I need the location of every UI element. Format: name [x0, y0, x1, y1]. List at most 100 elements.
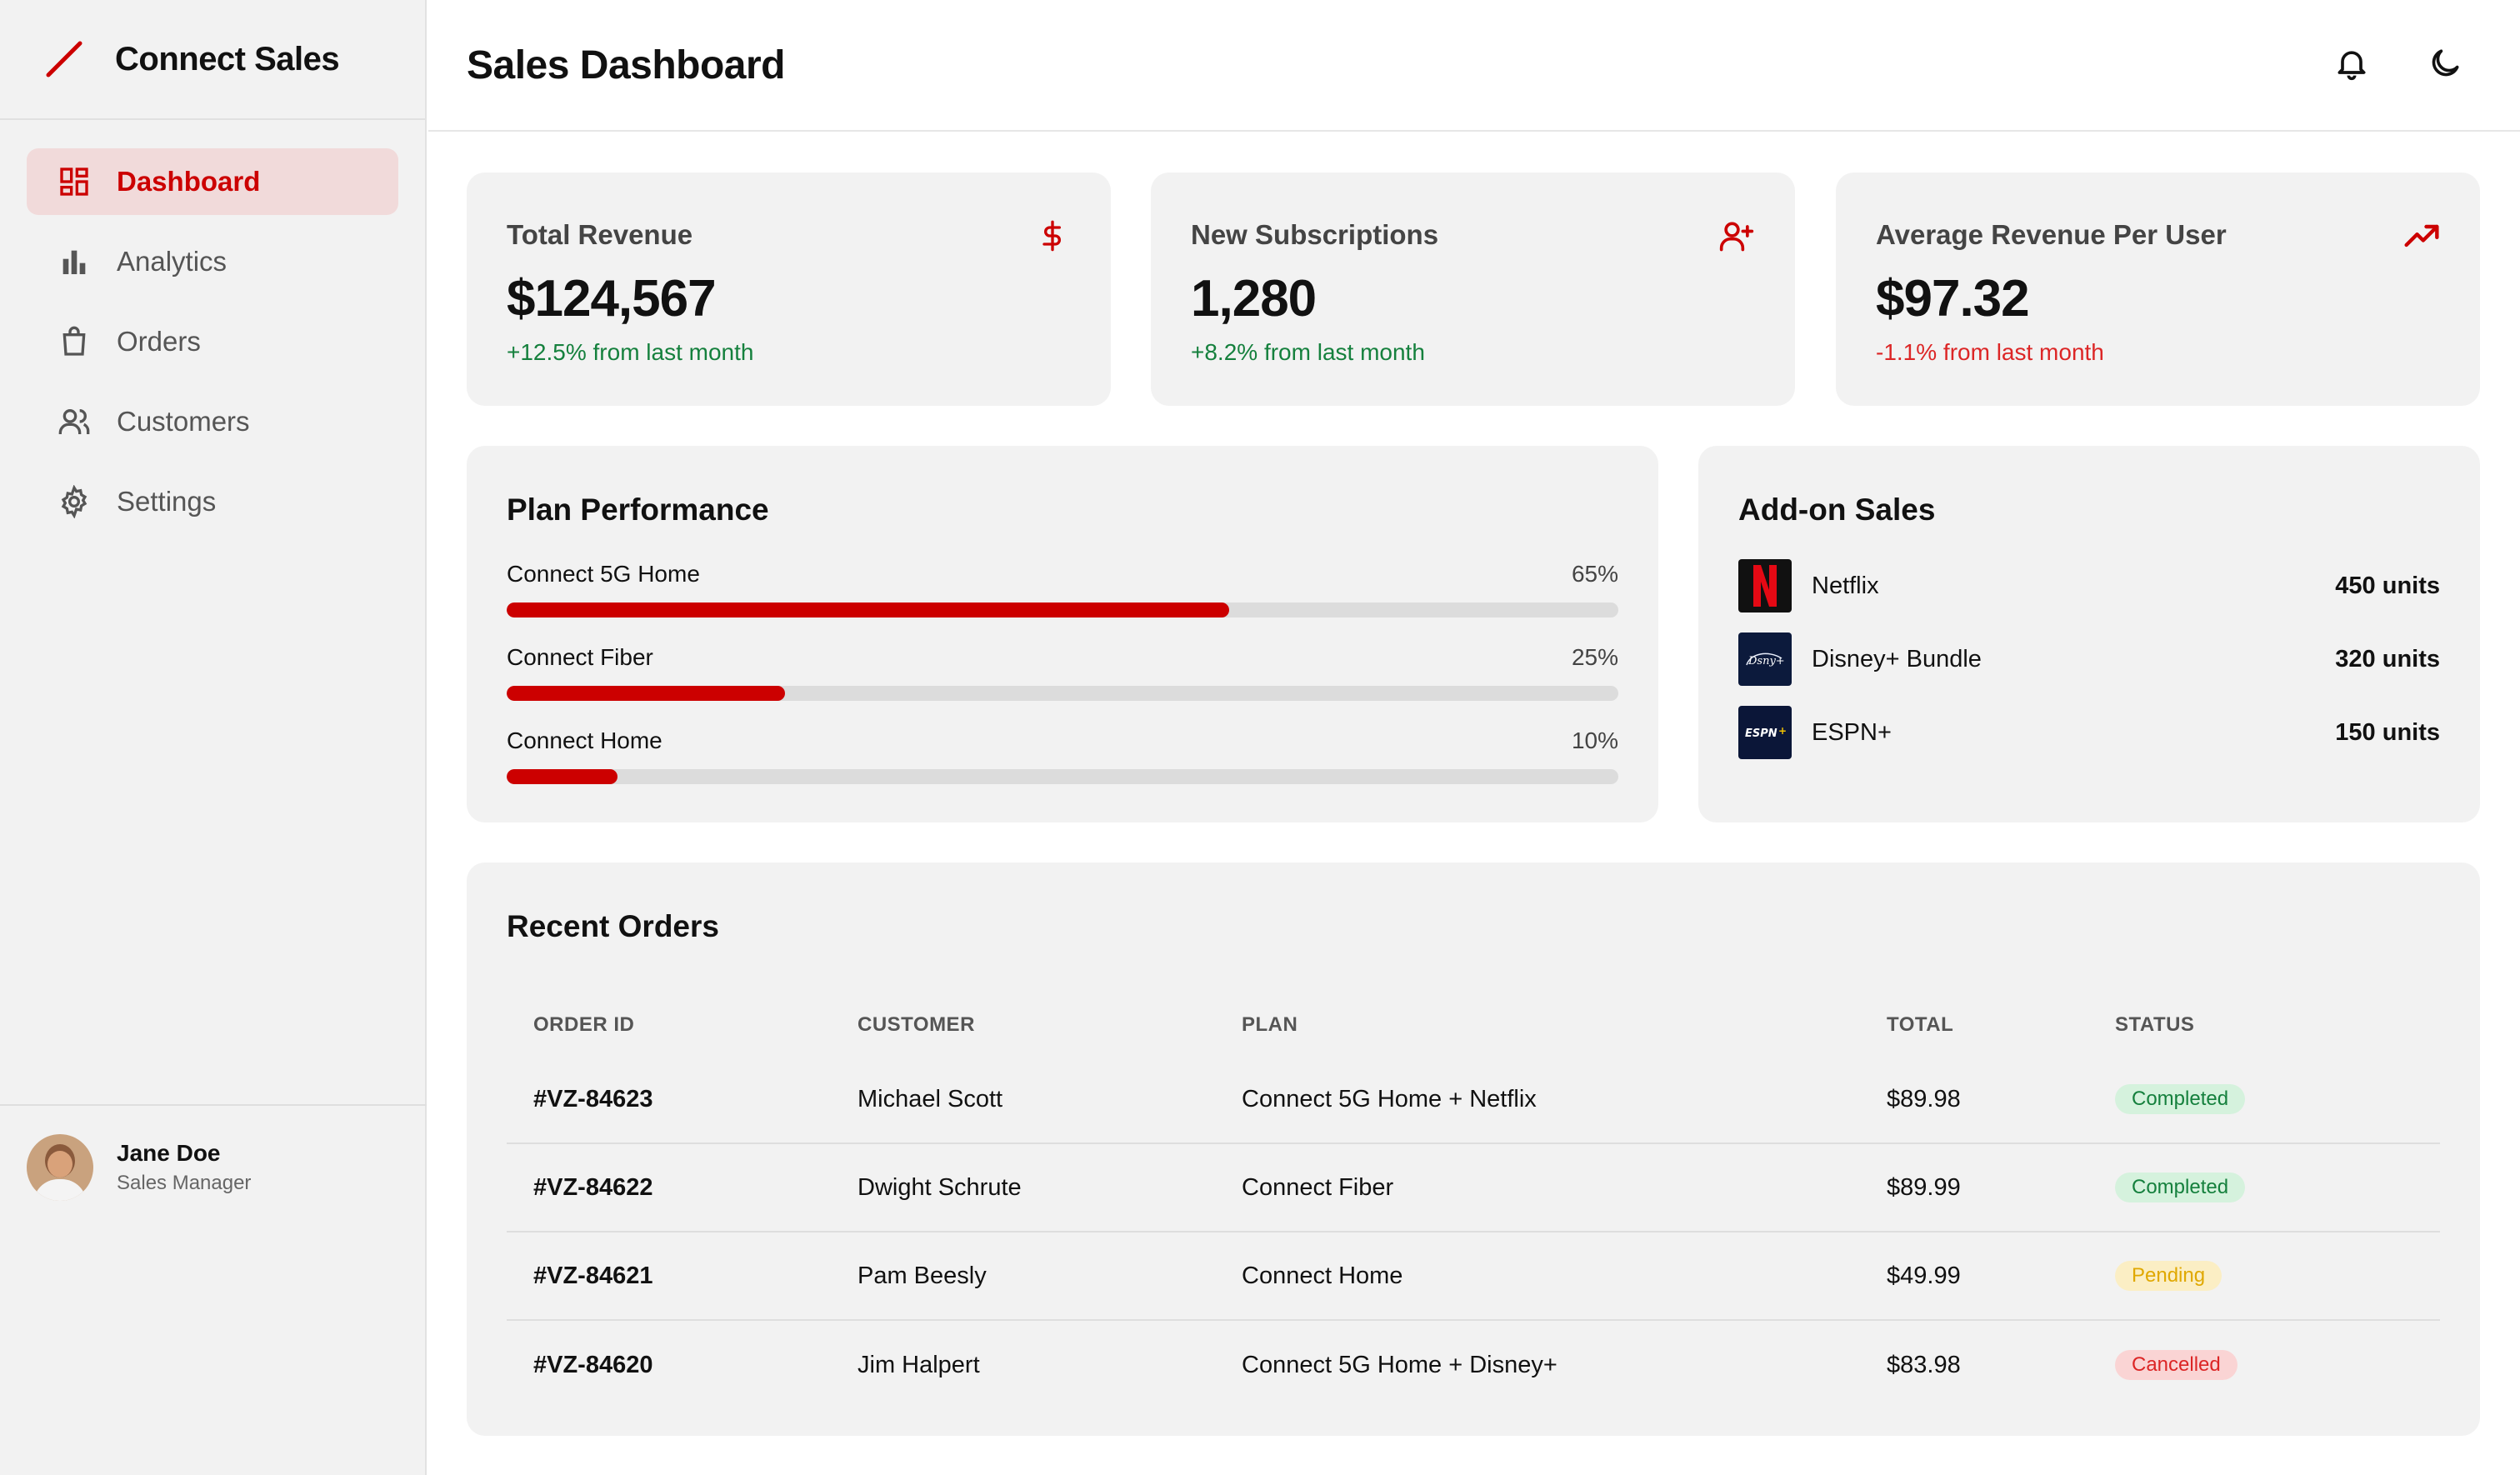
status-badge: Completed [2115, 1172, 2246, 1202]
stat-change: +8.2% from last month [1191, 339, 1425, 365]
status-badge: Pending [2115, 1261, 2222, 1291]
moon-icon[interactable] [2422, 40, 2468, 87]
addon-units: 450 units [2335, 572, 2440, 599]
orders-table: ORDER ID CUSTOMER PLAN TOTAL STATUS #VZ-… [507, 994, 2440, 1409]
order-customer: Jim Halpert [858, 1351, 980, 1378]
stat-card-arpu: Average Revenue Per User $97.32 -1.1% fr… [1836, 172, 2480, 406]
order-customer: Michael Scott [858, 1085, 1003, 1112]
progress-track [507, 686, 1618, 701]
app-name: Connect Sales [115, 40, 340, 78]
dashboard-icon [57, 164, 92, 199]
addon-item: ESPN + ESPN+ 150 units [1738, 705, 2440, 760]
plan-row: Connect Home 10% [507, 728, 1618, 796]
table-row[interactable]: #VZ-84621 Pam Beesly Connect Home $49.99… [507, 1232, 2440, 1321]
svg-text:ESPN: ESPN [1745, 728, 1778, 740]
stat-value: $124,567 [507, 270, 717, 328]
addon-name: ESPN+ [1812, 718, 1892, 746]
stat-label: New Subscriptions [1191, 219, 1439, 250]
sidebar-item-label: Analytics [117, 246, 228, 277]
stat-label: Average Revenue Per User [1876, 219, 2227, 250]
users-icon [57, 404, 92, 439]
order-id[interactable]: #VZ-84623 [533, 1085, 653, 1112]
addon-item: Dsny+ Disney+ Bundle 320 units [1738, 632, 2440, 687]
stat-value: $97.32 [1876, 270, 2030, 328]
progress-track [507, 769, 1618, 784]
addon-name: Netflix [1812, 572, 1879, 599]
stat-change: -1.1% from last month [1876, 339, 2104, 365]
column-header: TOTAL [1887, 1013, 1954, 1036]
order-customer: Dwight Schrute [858, 1173, 1022, 1201]
progress-fill [507, 769, 618, 784]
shopping-bag-icon [57, 324, 92, 359]
plan-name: Connect Home [507, 728, 662, 753]
sidebar-item-label: Settings [117, 486, 217, 517]
progress-track [507, 602, 1618, 618]
svg-text:Dsny+: Dsny+ [1748, 655, 1785, 668]
status-badge: Cancelled [2115, 1350, 2238, 1380]
addon-units: 320 units [2335, 645, 2440, 672]
user-name: Jane Doe [117, 1140, 221, 1166]
order-id[interactable]: #VZ-84621 [533, 1262, 653, 1289]
brand-logo-icon [46, 41, 82, 78]
progress-fill [507, 602, 1230, 618]
section-title: Recent Orders [507, 909, 719, 943]
sidebar-item-analytics[interactable]: Analytics [27, 228, 398, 295]
addon-units: 150 units [2335, 718, 2440, 746]
table-row[interactable]: #VZ-84622 Dwight Schrute Connect Fiber $… [507, 1144, 2440, 1232]
column-header: STATUS [2115, 1013, 2195, 1036]
espn-plus-logo-icon: ESPN + [1738, 706, 1792, 759]
plan-percent: 25% [1571, 644, 1618, 670]
plan-percent: 10% [1571, 728, 1618, 753]
order-total: $89.99 [1887, 1173, 1961, 1201]
stat-value: 1,280 [1191, 270, 1317, 328]
plan-percent: 65% [1571, 561, 1618, 587]
progress-fill [507, 686, 785, 701]
page-title: Sales Dashboard [467, 42, 785, 88]
order-plan: Connect Home [1242, 1262, 1403, 1289]
avatar[interactable] [27, 1134, 93, 1201]
user-plus-icon [1718, 218, 1755, 254]
gear-icon [57, 484, 92, 519]
sidebar-item-dashboard[interactable]: Dashboard [27, 148, 398, 215]
section-title: Add-on Sales [1738, 492, 1936, 527]
svg-text:+: + [1778, 725, 1787, 737]
order-plan: Connect 5G Home + Disney+ [1242, 1351, 1558, 1378]
order-customer: Pam Beesly [858, 1262, 987, 1289]
user-profile[interactable]: Jane Doe Sales Manager [0, 1104, 427, 1229]
addon-name: Disney+ Bundle [1812, 645, 1982, 672]
stat-label: Total Revenue [507, 219, 693, 250]
dollar-icon [1034, 218, 1071, 254]
order-id[interactable]: #VZ-84620 [533, 1351, 653, 1378]
sidebar-item-label: Orders [117, 326, 201, 357]
brand[interactable]: Connect Sales [0, 0, 425, 120]
table-row[interactable]: #VZ-84620 Jim Halpert Connect 5G Home + … [507, 1321, 2440, 1409]
sidebar-nav: Dashboard Analytics Orders [0, 120, 425, 535]
column-header: CUSTOMER [858, 1013, 975, 1036]
table-row[interactable]: #VZ-84623 Michael Scott Connect 5G Home … [507, 1056, 2440, 1144]
plan-name: Connect Fiber [507, 644, 653, 670]
sidebar-item-customers[interactable]: Customers [27, 388, 398, 455]
column-header: ORDER ID [533, 1013, 635, 1036]
bell-icon[interactable] [2328, 40, 2375, 87]
bar-chart-icon [57, 244, 92, 279]
order-total: $83.98 [1887, 1351, 1961, 1378]
column-header: PLAN [1242, 1013, 1298, 1036]
sidebar-item-label: Dashboard [117, 166, 261, 197]
plan-name: Connect 5G Home [507, 561, 700, 587]
stat-card-total-revenue: Total Revenue $124,567 +12.5% from last … [467, 172, 1111, 406]
top-header: Sales Dashboard [428, 0, 2520, 132]
plan-row: Connect 5G Home 65% [507, 561, 1618, 629]
order-plan: Connect 5G Home + Netflix [1242, 1085, 1537, 1112]
order-plan: Connect Fiber [1242, 1173, 1394, 1201]
addon-item: Netflix 450 units [1738, 558, 2440, 613]
sidebar-item-settings[interactable]: Settings [27, 468, 398, 535]
sidebar-item-label: Customers [117, 406, 250, 437]
status-badge: Completed [2115, 1084, 2246, 1114]
order-id[interactable]: #VZ-84622 [533, 1173, 653, 1201]
recent-orders-card: Recent Orders ORDER ID CUSTOMER PLAN TOT… [467, 862, 2480, 1436]
trending-up-icon [2403, 218, 2440, 254]
disney-plus-logo-icon: Dsny+ [1738, 632, 1792, 686]
addon-sales-card: Add-on Sales Netflix 450 units Dsny+ Dis… [1698, 446, 2480, 822]
netflix-logo-icon [1738, 559, 1792, 612]
sidebar-item-orders[interactable]: Orders [27, 308, 398, 375]
